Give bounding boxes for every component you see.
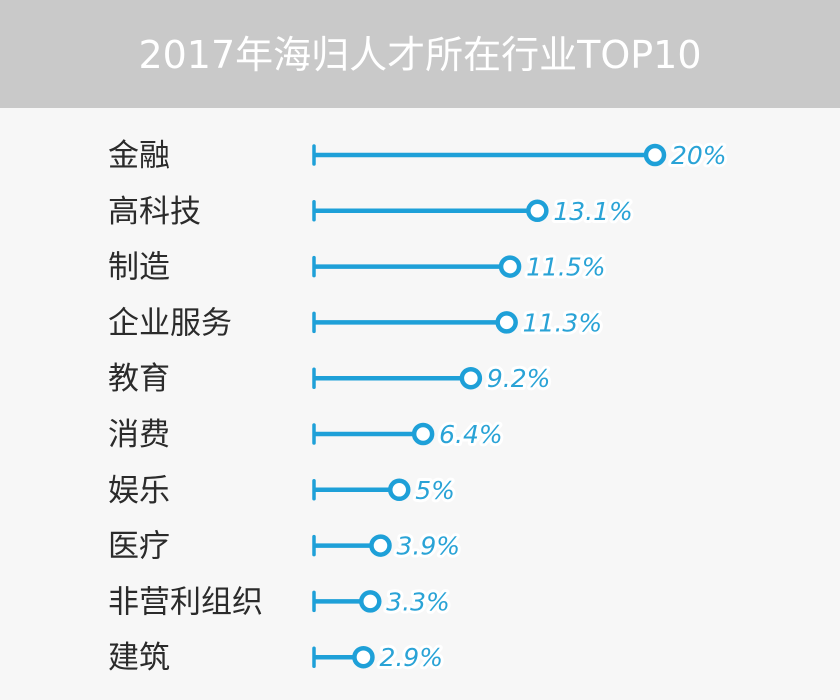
- category-label: 金融: [108, 138, 170, 174]
- category-label: 医疗: [108, 529, 170, 565]
- chart-row: 教育 9.2%9.2%: [108, 361, 553, 397]
- category-label: 高科技: [108, 194, 201, 230]
- chart-row: 娱乐 5%5%: [108, 473, 458, 509]
- bar-end-marker: [459, 366, 483, 390]
- value-label-halo: 11.3%: [523, 308, 602, 337]
- chart-row: 建筑 2.9%2.9%: [108, 640, 446, 676]
- chart-row: 消费 6.4%6.4%: [108, 417, 506, 453]
- bar-end-marker: [411, 422, 435, 446]
- value-label-halo: 9.2%: [487, 364, 551, 393]
- bar-end-marker: [359, 590, 382, 613]
- chart-row: 非营利组织 3.3%3.3%: [108, 584, 453, 620]
- value-label-halo: 5%: [415, 476, 455, 505]
- bar-end-marker: [495, 311, 518, 334]
- bar-end-marker: [352, 645, 375, 669]
- value-label: 11.3%: [523, 308, 602, 337]
- bar-end-marker: [498, 255, 522, 278]
- bar-end-marker: [388, 478, 411, 502]
- chart-row: 医疗 3.9%3.9%: [108, 529, 463, 565]
- category-label: 建筑: [108, 640, 170, 676]
- value-label-halo: 3.9%: [396, 532, 460, 561]
- value-label: 2.9%: [379, 643, 443, 672]
- lollipop-chart: 金融 20%20%高科技 13.1%13.1%制造 11.5%11.5%企业服务 11.…: [108, 138, 730, 676]
- bar-end-marker: [369, 534, 392, 557]
- value-label-halo: 13.1%: [553, 197, 632, 226]
- value-label: 3.3%: [386, 587, 450, 616]
- category-label: 制造: [108, 250, 170, 286]
- category-label: 企业服务: [108, 305, 232, 341]
- category-label: 娱乐: [108, 473, 170, 509]
- chart-row: 企业服务 11.3%11.3%: [108, 305, 605, 341]
- value-label: 11.5%: [526, 253, 605, 282]
- value-label: 5%: [415, 476, 455, 505]
- value-label: 6.4%: [439, 420, 503, 449]
- category-label: 消费: [108, 417, 170, 453]
- value-label: 3.9%: [396, 532, 460, 561]
- value-label-halo: 11.5%: [526, 253, 605, 282]
- chart-row: 金融 20%20%: [108, 138, 730, 174]
- value-label: 20%: [671, 141, 727, 170]
- value-label-halo: 20%: [671, 141, 727, 170]
- chart-title: 2017年海归人才所在行业TOP10: [138, 32, 702, 77]
- bar-end-marker: [643, 143, 667, 167]
- chart-header: 2017年海归人才所在行业TOP10: [0, 0, 840, 108]
- value-label: 13.1%: [553, 197, 632, 226]
- chart-row: 高科技 13.1%13.1%: [108, 194, 636, 230]
- value-label-halo: 3.3%: [386, 587, 450, 616]
- category-label: 教育: [108, 361, 170, 397]
- category-label: 非营利组织: [108, 584, 263, 620]
- value-label-halo: 2.9%: [379, 643, 443, 672]
- bar-end-marker: [526, 199, 549, 223]
- value-label: 9.2%: [487, 364, 551, 393]
- chart-row: 制造 11.5%11.5%: [108, 250, 608, 286]
- chart-area: 金融 20% 20% 高科技 13.1% 13.1% 制造 11.5% 11.5% 企业服务 11.…: [0, 108, 840, 700]
- value-label-halo: 6.4%: [439, 420, 503, 449]
